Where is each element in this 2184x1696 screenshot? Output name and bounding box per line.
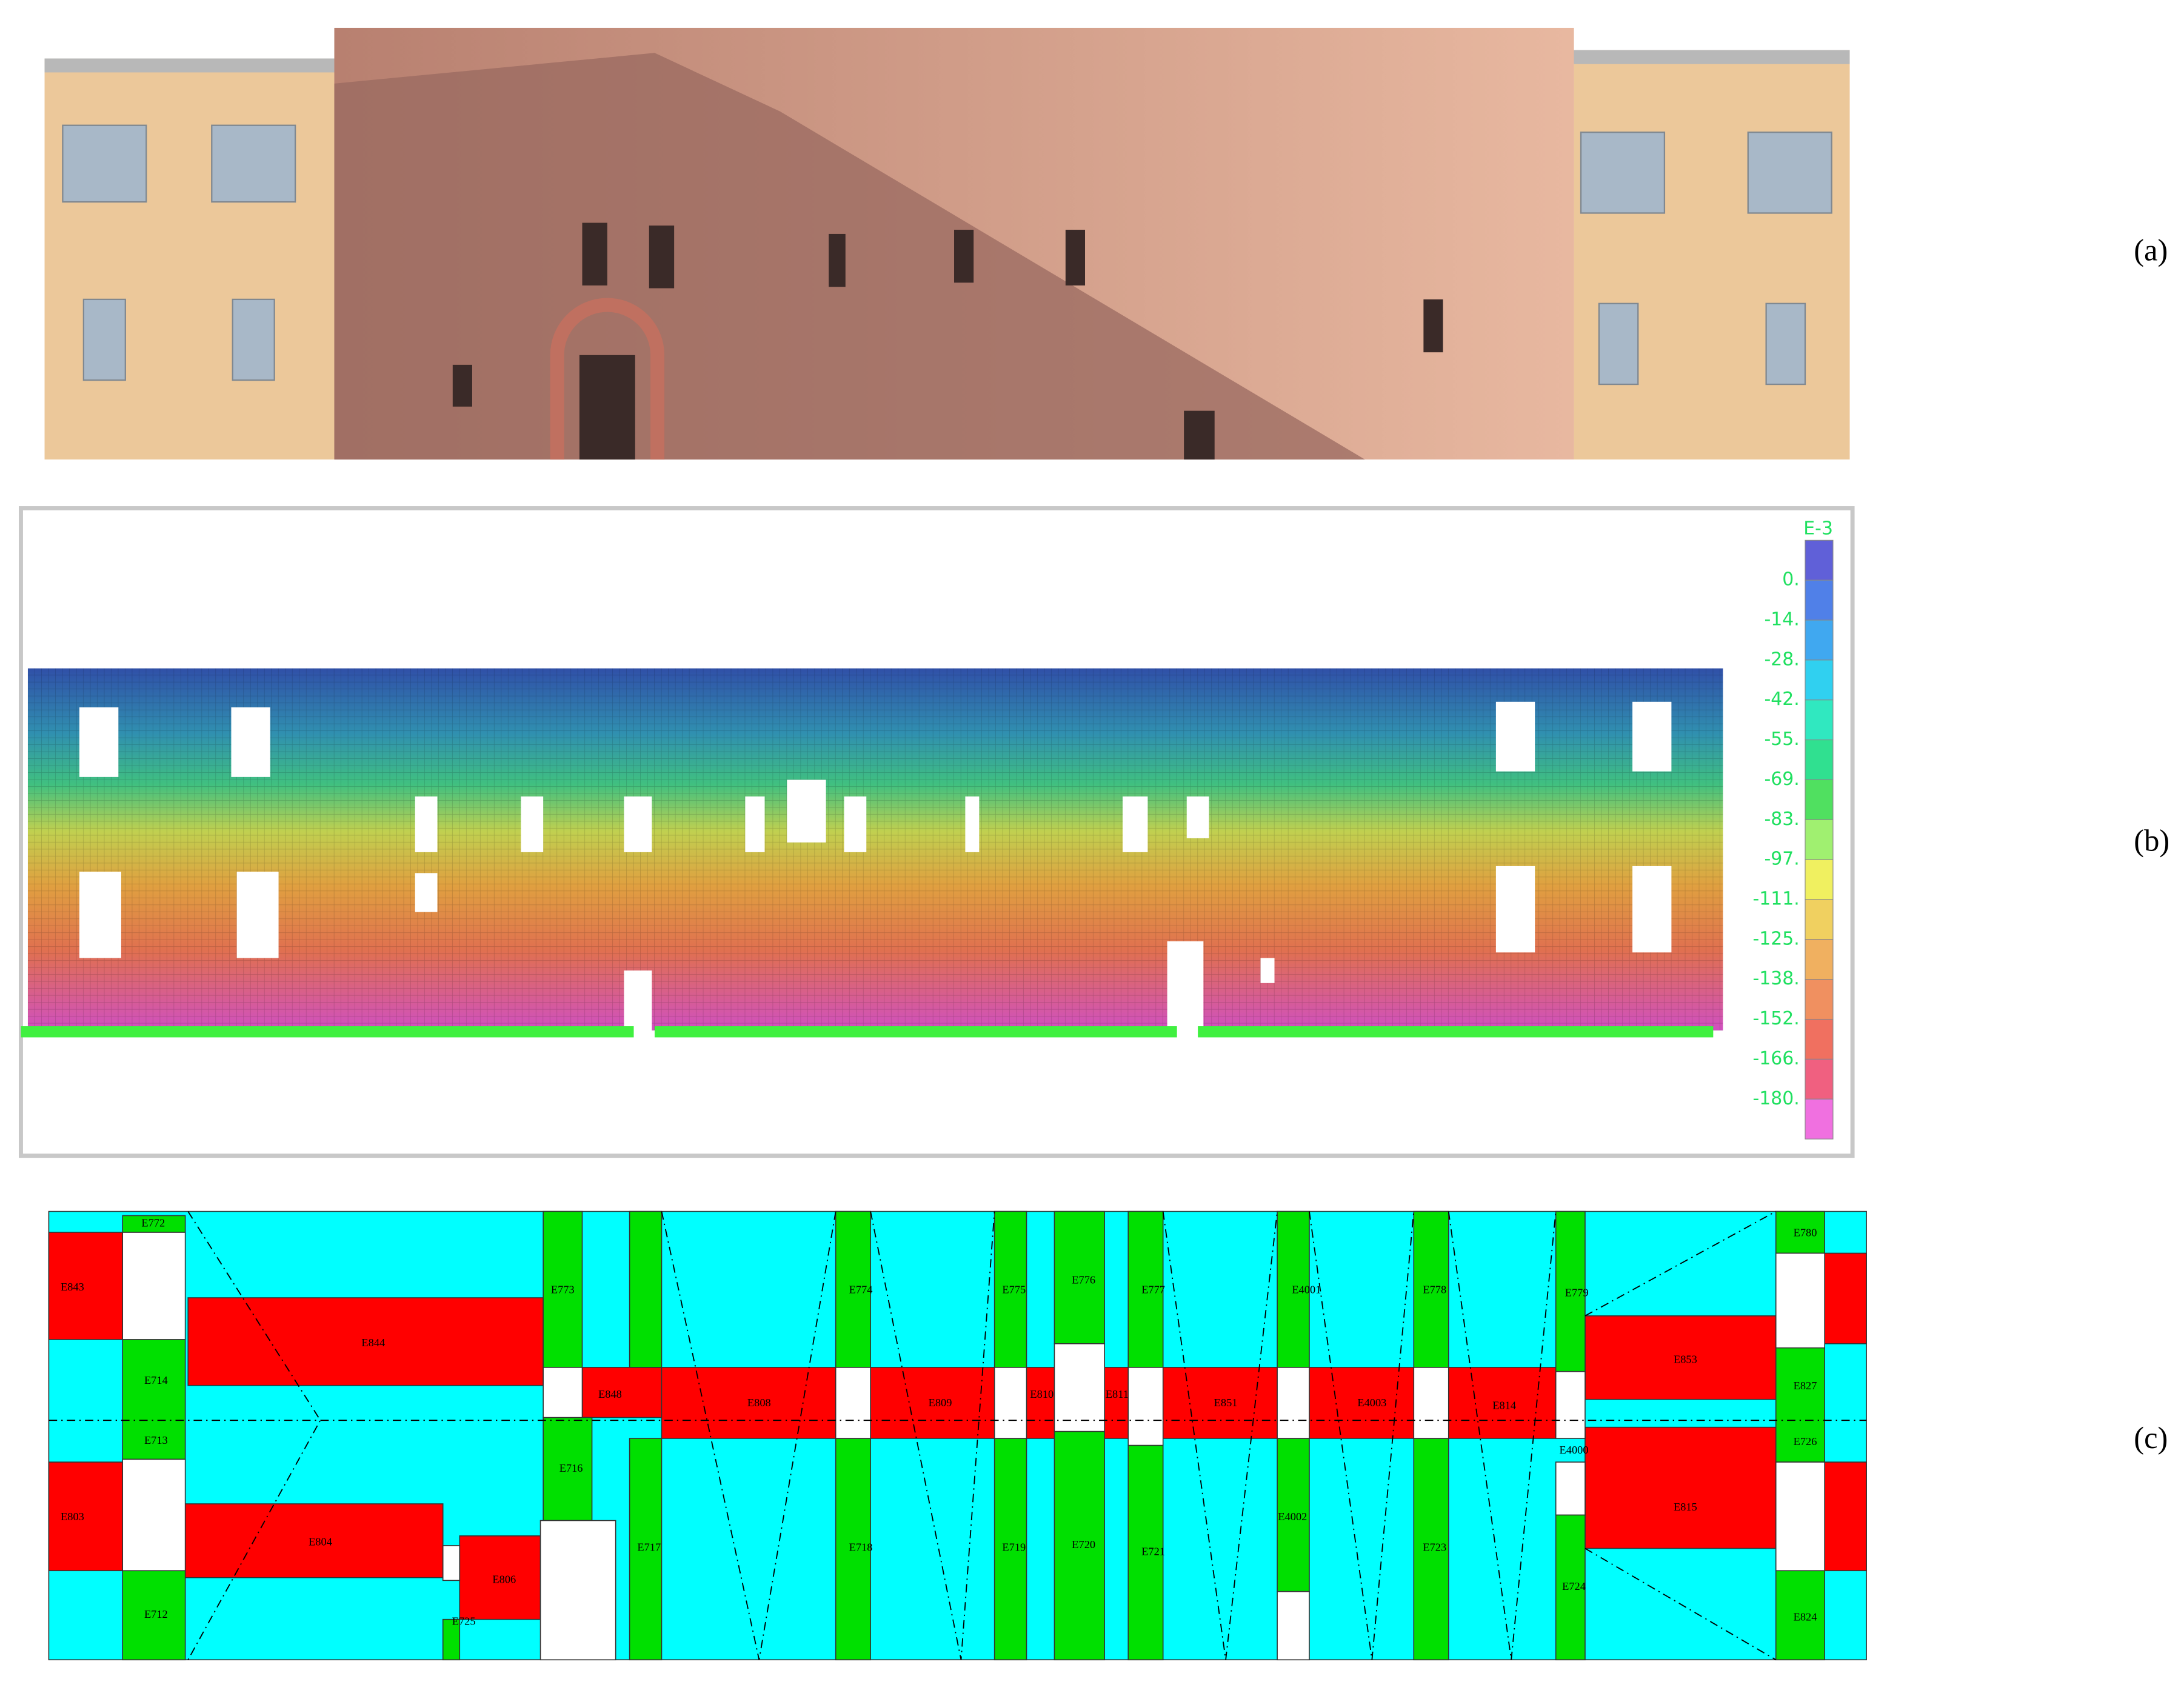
colorbar-cell xyxy=(1805,739,1834,781)
element-label: E726 xyxy=(1794,1435,1817,1447)
element-label: E814 xyxy=(1492,1399,1516,1411)
element-label: E712 xyxy=(144,1608,168,1620)
element-label: E809 xyxy=(929,1397,952,1409)
element-label: E806 xyxy=(492,1574,516,1586)
colorbar-label: -125. xyxy=(1753,928,1800,949)
colorbar-label: -83. xyxy=(1765,809,1800,830)
element-label: E724 xyxy=(1562,1580,1586,1592)
supports xyxy=(21,1026,1714,1038)
colorbar-label: -55. xyxy=(1765,729,1800,750)
element-label: E716 xyxy=(559,1462,583,1474)
colorbar-cell xyxy=(1805,819,1834,860)
element-label: E811 xyxy=(1106,1388,1129,1400)
element-label: E810 xyxy=(1030,1388,1054,1400)
element-label: E773 xyxy=(551,1284,575,1296)
element-label: E843 xyxy=(61,1281,84,1293)
element-label: E713 xyxy=(144,1434,168,1446)
element-label: E808 xyxy=(747,1397,771,1409)
colorbar-label: -180. xyxy=(1753,1088,1800,1109)
colorbar-label: -69. xyxy=(1765,769,1800,790)
colorbar-label: -97. xyxy=(1765,849,1800,870)
mesh xyxy=(27,668,1723,1030)
colorbar-label: -152. xyxy=(1753,1008,1800,1029)
panel-label: (a) xyxy=(2134,233,2168,267)
colorbar-cell xyxy=(1805,779,1834,820)
element-label: E4000 xyxy=(1560,1444,1589,1456)
colorbar-cell xyxy=(1805,699,1834,741)
colorbar-label: -14. xyxy=(1765,609,1800,630)
element-label: E719 xyxy=(1002,1541,1026,1554)
element-label: E772 xyxy=(141,1217,165,1229)
element-label: E824 xyxy=(1794,1611,1817,1623)
colorbar-cell xyxy=(1805,899,1834,940)
openings xyxy=(79,701,1672,1033)
colorbar-label: -166. xyxy=(1753,1048,1800,1069)
element-label: E721 xyxy=(1141,1546,1165,1558)
element-label: E827 xyxy=(1794,1380,1817,1392)
element-labels: E843 E772 E844 E714 E713 E803 E804 E712 E806 E725… xyxy=(61,1217,1817,1627)
colorbar-label: -138. xyxy=(1753,968,1800,989)
colorbar-label: -28. xyxy=(1765,649,1800,670)
panel-label: (c) xyxy=(2134,1421,2168,1455)
element-label: E780 xyxy=(1794,1227,1817,1239)
element-label: E4001 xyxy=(1292,1284,1321,1296)
element-label: E720 xyxy=(1072,1538,1095,1551)
element-label: E714 xyxy=(144,1374,168,1386)
colorbar-cell xyxy=(1805,1098,1834,1140)
element-label: E718 xyxy=(849,1541,873,1554)
colorbar-cell xyxy=(1805,1058,1834,1100)
colorbar-cell xyxy=(1805,539,1834,581)
element-label: E803 xyxy=(61,1511,84,1523)
element-label: E717 xyxy=(637,1541,661,1554)
element-label: E804 xyxy=(309,1536,332,1548)
element-label: E779 xyxy=(1565,1286,1589,1298)
colorbar-cell xyxy=(1805,619,1834,661)
colorbar-cell xyxy=(1805,979,1834,1020)
element-label: E777 xyxy=(1141,1284,1165,1296)
colorbar-cell xyxy=(1805,1018,1834,1060)
colorbar-cell xyxy=(1805,659,1834,701)
colorbar-cell xyxy=(1805,939,1834,980)
colorbar: 0. -14. -28. -42. -55. -69. -83. -97. -111. -125.… xyxy=(1753,539,1834,1140)
colorbar-label: -111. xyxy=(1753,888,1800,909)
element-label: E725 xyxy=(452,1615,476,1627)
colorbar-label: -42. xyxy=(1765,689,1800,710)
colorbar-label: 0. xyxy=(1782,569,1800,590)
element-label: E776 xyxy=(1072,1274,1095,1286)
element-label: E775 xyxy=(1002,1284,1026,1296)
photo xyxy=(44,27,1850,460)
frame-model xyxy=(48,1210,1867,1661)
element-label: E848 xyxy=(598,1388,622,1400)
element-label: E774 xyxy=(849,1284,873,1296)
element-label: E4003 xyxy=(1357,1397,1386,1409)
element-label: E815 xyxy=(1674,1501,1697,1513)
colorbar-cell xyxy=(1805,579,1834,621)
element-label: E723 xyxy=(1423,1541,1446,1554)
colorbar-cell xyxy=(1805,859,1834,900)
element-label: E853 xyxy=(1674,1354,1697,1366)
element-label: E844 xyxy=(361,1337,385,1349)
element-label: E851 xyxy=(1214,1397,1238,1409)
element-label: E4002 xyxy=(1278,1511,1307,1523)
colorbar-unit: E-3 xyxy=(1803,518,1833,539)
element-label: E778 xyxy=(1423,1284,1446,1296)
panel-label: (b) xyxy=(2134,824,2169,858)
